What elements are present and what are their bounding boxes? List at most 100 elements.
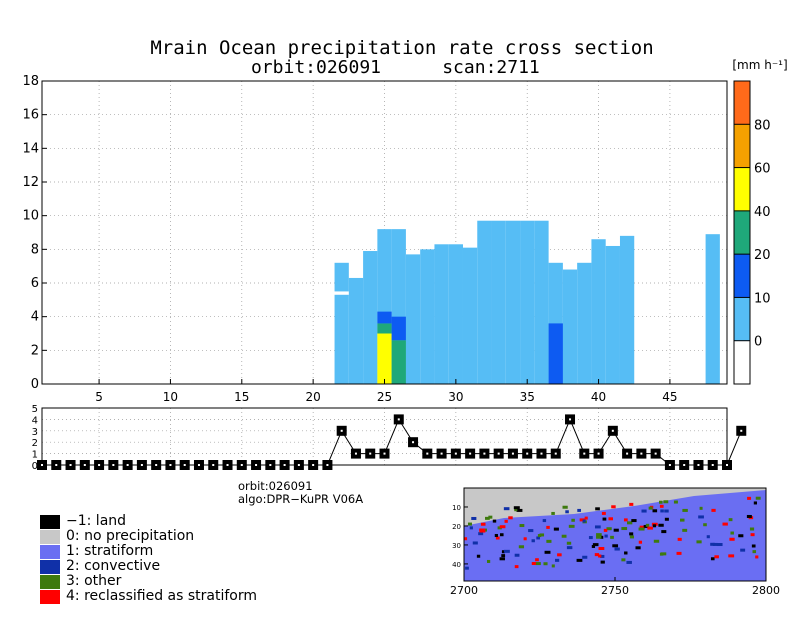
- type-point-center: [112, 464, 115, 466]
- type-point-center: [183, 464, 186, 466]
- type-y-tick-label: 2: [32, 438, 38, 449]
- map-pixel: [740, 548, 746, 552]
- rain-column: [505, 220, 521, 384]
- map-pixel: [579, 518, 586, 522]
- map-pixel: [751, 544, 756, 548]
- type-plot-frame: [41, 407, 728, 466]
- legend-swatch: [40, 514, 60, 529]
- type-series: [37, 414, 747, 470]
- type-point-center: [626, 452, 629, 455]
- map-pixel: [504, 519, 508, 523]
- map-pixel: [582, 519, 586, 523]
- map-pixel: [755, 496, 761, 500]
- map-pixel: [635, 546, 641, 550]
- map-pixel: [752, 550, 757, 554]
- type-point-center: [640, 452, 643, 455]
- map-pixel: [471, 516, 477, 520]
- legend-label: 0: no precipitation: [66, 528, 195, 544]
- type-point-center: [212, 464, 215, 466]
- rain-column: [577, 262, 592, 384]
- legend-label: 2: convective: [66, 558, 161, 574]
- map-pixel: [710, 557, 715, 561]
- map-pixel: [601, 511, 606, 515]
- type-point-center: [283, 464, 286, 466]
- map-pixel: [653, 539, 660, 543]
- type-y-tick-label: 0: [32, 461, 38, 472]
- map-pixel: [528, 529, 534, 533]
- map-pixel: [659, 504, 664, 508]
- map-pixel: [536, 536, 540, 540]
- main-rain-field: [334, 220, 720, 384]
- rain-column: [534, 220, 549, 384]
- meta-orbit: orbit:026091: [238, 479, 313, 493]
- type-point-center: [711, 464, 714, 466]
- rain-core-band: [391, 316, 406, 341]
- map-pixel: [464, 537, 468, 541]
- main-y-tick-label: 12: [22, 175, 39, 190]
- type-y-tick-label: 3: [32, 427, 38, 438]
- legend-swatch: [40, 559, 60, 574]
- algorithm-info: orbit:026091 algo:DPR−KuPR V06A: [238, 480, 363, 506]
- colorbar-tick-label: 80: [754, 118, 771, 133]
- rain-column: [705, 234, 720, 384]
- main-x-tick-label: 20: [306, 390, 321, 404]
- map-pixel: [537, 534, 542, 538]
- rain-core-band: [377, 323, 392, 334]
- type-point-center: [668, 464, 671, 466]
- map-pixel: [535, 558, 539, 562]
- map-pixel: [645, 523, 650, 527]
- map-pixel: [513, 506, 520, 510]
- rain-column: [491, 220, 506, 384]
- map-pixel: [698, 515, 704, 519]
- map-pixel: [499, 525, 506, 529]
- colorbar-tick-label: 10: [754, 291, 771, 306]
- map-pixel: [546, 539, 552, 543]
- map-pixel: [651, 522, 658, 526]
- main-y-tick-label: 14: [22, 141, 39, 156]
- map-pixel: [627, 521, 633, 525]
- map-pixel: [659, 552, 664, 556]
- map-pixel: [677, 537, 682, 541]
- rain-core-band: [377, 333, 392, 384]
- map-pixel: [660, 509, 664, 513]
- map-pixel: [588, 536, 593, 540]
- map-pixel: [598, 546, 605, 550]
- type-point-center: [497, 452, 500, 455]
- legend-swatch: [40, 544, 60, 559]
- colorbar-tick-label: 0: [754, 335, 762, 350]
- main-x-tick-label: 35: [520, 390, 535, 404]
- map-pixel: [623, 518, 628, 522]
- type-point-center: [454, 452, 457, 455]
- map-pixel: [472, 541, 478, 545]
- map-pixel: [664, 509, 669, 513]
- type-point-center: [354, 452, 357, 455]
- chart-subtitle-orbit: orbit:026091: [251, 57, 381, 78]
- colorbar-units: [mm h⁻¹]: [732, 58, 787, 72]
- map-pixel: [595, 507, 600, 511]
- map-pixel: [604, 534, 608, 538]
- map-y-tick-label: 30: [452, 542, 461, 550]
- rain-column: [591, 239, 606, 384]
- colorbar-frame: [733, 80, 751, 385]
- chart-subtitle-scan: scan:2711: [442, 57, 540, 78]
- type-point-center: [297, 464, 300, 466]
- map-pixel: [599, 554, 605, 558]
- map-pixel: [492, 519, 497, 523]
- meta-algo: algo:DPR−KuPR V06A: [238, 492, 364, 506]
- map-pixel: [641, 509, 647, 513]
- type-point-center: [55, 464, 58, 466]
- map-pixel: [523, 537, 527, 541]
- map-pixel: [543, 562, 548, 566]
- map-x-tick-label: 2750: [601, 584, 629, 597]
- map-pixel: [562, 505, 568, 509]
- map-pixel: [469, 526, 473, 530]
- map-pixel: [576, 558, 583, 562]
- type-point-center: [740, 429, 743, 432]
- type-point-center: [140, 464, 143, 466]
- map-pixel: [661, 530, 667, 534]
- main-x-tick-label: 10: [163, 390, 178, 404]
- map-pixel: [747, 496, 752, 500]
- rain-column: [363, 251, 378, 384]
- rain-column: [420, 249, 435, 384]
